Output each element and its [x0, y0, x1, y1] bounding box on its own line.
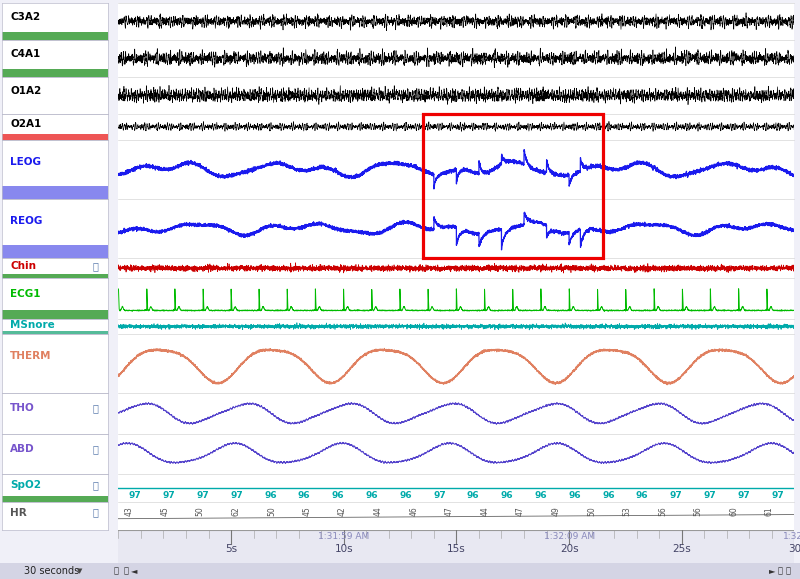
Text: O1A2: O1A2: [10, 86, 42, 96]
Text: 42: 42: [338, 506, 347, 516]
Text: ⏪: ⏪: [124, 566, 129, 576]
Text: 15s: 15s: [447, 544, 466, 554]
Text: LEOG: LEOG: [10, 157, 41, 167]
Text: 25s: 25s: [672, 544, 691, 554]
Text: 97: 97: [162, 491, 175, 500]
Text: 96: 96: [399, 491, 412, 500]
Text: 50: 50: [587, 506, 596, 516]
Text: 97: 97: [771, 491, 784, 500]
Text: 45: 45: [160, 506, 169, 516]
Bar: [2, 496, 108, 502]
Text: 56: 56: [694, 506, 703, 516]
Text: 30 seconds: 30 seconds: [24, 566, 80, 576]
Text: ⓘ: ⓘ: [92, 508, 98, 518]
Text: ABD: ABD: [10, 444, 34, 454]
Text: 44: 44: [480, 506, 490, 516]
Bar: [2, 69, 108, 77]
Text: C3A2: C3A2: [10, 12, 40, 22]
Text: 96: 96: [298, 491, 310, 500]
Text: 96: 96: [636, 491, 649, 500]
Text: ⏭: ⏭: [786, 566, 790, 576]
Text: 56: 56: [658, 506, 667, 516]
Text: O2A1: O2A1: [10, 119, 42, 129]
Text: REOG: REOG: [10, 217, 42, 226]
Text: 5s: 5s: [225, 544, 237, 554]
Text: 96: 96: [264, 491, 277, 500]
Text: 97: 97: [230, 491, 243, 500]
Text: 97: 97: [738, 491, 750, 500]
Text: 96: 96: [501, 491, 514, 500]
Text: 97: 97: [433, 491, 446, 500]
Text: MSnore: MSnore: [10, 320, 55, 329]
Text: 10s: 10s: [334, 544, 353, 554]
Text: 61: 61: [765, 506, 774, 516]
Text: 50: 50: [196, 506, 205, 516]
Text: 53: 53: [622, 506, 632, 516]
Text: C4A1: C4A1: [10, 49, 40, 59]
Text: ECG1: ECG1: [10, 289, 41, 299]
Text: ▼: ▼: [78, 568, 82, 574]
Text: 1:32:09 AM: 1:32:09 AM: [543, 532, 594, 541]
Text: 62: 62: [231, 506, 240, 516]
Text: 45: 45: [302, 506, 311, 516]
Text: 96: 96: [568, 491, 581, 500]
Text: 96: 96: [602, 491, 615, 500]
Text: 50: 50: [267, 506, 276, 516]
Text: 96: 96: [534, 491, 547, 500]
Text: SpO2: SpO2: [10, 480, 41, 490]
Text: ⏮: ⏮: [114, 566, 118, 576]
Text: 96: 96: [332, 491, 345, 500]
Bar: [2, 245, 108, 258]
Text: THERM: THERM: [10, 351, 52, 361]
Text: ⓘ: ⓘ: [92, 261, 98, 271]
Text: 43: 43: [125, 506, 134, 516]
Bar: [2, 32, 108, 40]
Bar: [2, 331, 108, 334]
Text: 20s: 20s: [560, 544, 578, 554]
Text: 97: 97: [197, 491, 210, 500]
Text: ⏩: ⏩: [778, 566, 782, 576]
Text: 1:31:59 AM: 1:31:59 AM: [318, 532, 370, 541]
Bar: [2, 186, 108, 199]
Text: 30: 30: [788, 544, 800, 554]
Text: 47: 47: [445, 506, 454, 516]
Text: 97: 97: [670, 491, 682, 500]
Bar: [2, 310, 108, 319]
Text: Chin: Chin: [10, 261, 36, 271]
Text: HR: HR: [10, 508, 27, 518]
Text: ⓘ: ⓘ: [92, 444, 98, 454]
Text: 97: 97: [703, 491, 716, 500]
Text: 97: 97: [129, 491, 142, 500]
Text: THO: THO: [10, 404, 35, 413]
Text: 44: 44: [374, 506, 382, 516]
Text: ►: ►: [769, 566, 775, 576]
Text: 96: 96: [467, 491, 480, 500]
Text: 96: 96: [366, 491, 378, 500]
Text: 60: 60: [730, 506, 738, 516]
Text: ◄: ◄: [131, 566, 138, 576]
Text: ⓘ: ⓘ: [92, 480, 98, 490]
Bar: [2, 134, 108, 140]
Text: 49: 49: [551, 506, 561, 516]
Bar: [2, 274, 108, 278]
Text: 46: 46: [410, 506, 418, 516]
Text: ⓘ: ⓘ: [92, 404, 98, 413]
Text: 47: 47: [516, 506, 525, 516]
Text: 1:32:: 1:32:: [783, 532, 800, 541]
